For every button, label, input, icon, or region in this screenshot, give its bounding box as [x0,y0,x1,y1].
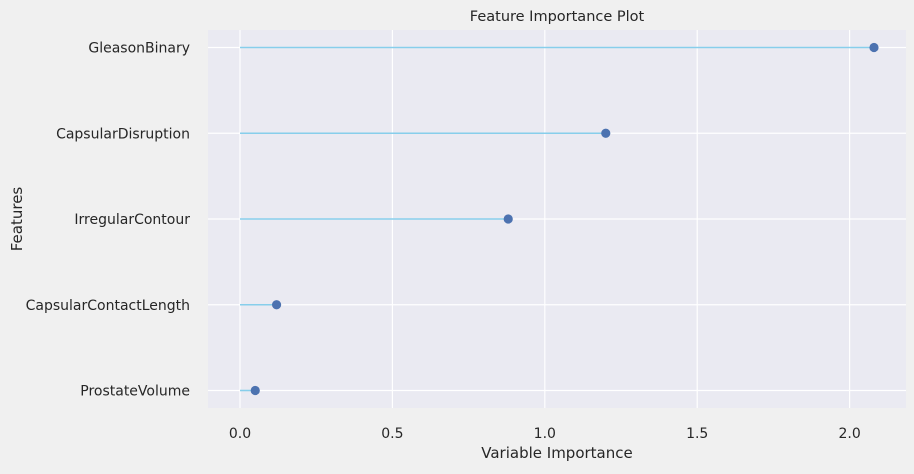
marker-ProstateVolume [250,385,260,396]
x-tick-label: 0.5 [381,426,403,442]
stems [240,46,874,392]
y-tick-label: CapsularDisruption [56,126,190,142]
marker-CapsularContactLength [271,300,282,310]
chart-title: Feature Importance Plot [470,9,645,25]
y-tick-label: ProstateVolume [80,384,190,400]
x-tick-label: 1.0 [534,426,556,442]
y-tick-label: IrregularContour [74,212,190,228]
marker-IrregularContour [503,214,513,224]
y-axis-label: Features [8,187,26,252]
x-tick-label: 1.5 [686,426,708,442]
y-tick-label: CapsularContactLength [26,298,190,314]
marker-CapsularDisruption [601,128,611,138]
x-axis-label: Variable Importance [481,444,632,462]
x-tick-label: 0.0 [229,426,251,442]
y-tick-labels: GleasonBinary CapsularDisruption Irregular… [26,41,191,400]
x-tick-labels: 0.0 0.5 1.0 1.5 2.0 [229,426,861,442]
x-tick-label: 2.0 [838,426,860,442]
marker-GleasonBinary [869,42,879,53]
y-tick-label: GleasonBinary [88,41,190,57]
markers [250,42,879,396]
